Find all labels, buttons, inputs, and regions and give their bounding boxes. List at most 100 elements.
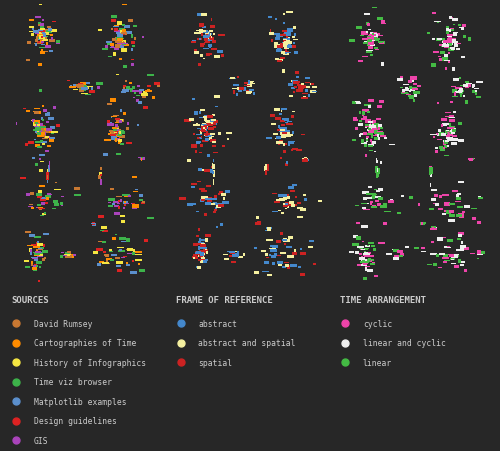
Bar <box>282 35 286 37</box>
Bar <box>142 97 146 99</box>
Bar <box>270 245 274 248</box>
Bar <box>312 92 316 93</box>
Bar <box>50 35 52 37</box>
Bar <box>271 124 276 125</box>
Bar <box>129 83 132 84</box>
Bar <box>44 257 46 259</box>
Bar <box>38 112 41 115</box>
Bar <box>294 52 298 55</box>
Text: Cartographies of Time: Cartographies of Time <box>34 338 136 347</box>
Bar <box>378 189 382 192</box>
Bar <box>364 110 369 111</box>
Bar <box>284 134 288 136</box>
Bar <box>198 247 201 250</box>
Bar <box>120 39 122 41</box>
Bar <box>98 30 102 32</box>
Bar <box>36 249 43 251</box>
Bar <box>41 37 43 39</box>
Bar <box>114 31 120 33</box>
Bar <box>378 36 383 37</box>
Bar <box>117 36 122 37</box>
Bar <box>455 201 460 202</box>
Bar <box>38 30 43 32</box>
Bar <box>448 254 454 257</box>
Bar <box>448 132 450 133</box>
Bar <box>463 85 468 87</box>
Bar <box>110 132 116 135</box>
Bar <box>448 40 452 41</box>
Bar <box>318 200 322 202</box>
Bar <box>274 201 279 203</box>
Bar <box>212 164 214 169</box>
Bar <box>30 235 35 237</box>
Bar <box>371 39 374 41</box>
Bar <box>106 259 112 261</box>
Bar <box>286 39 290 41</box>
Bar <box>377 18 384 21</box>
Bar <box>354 127 358 131</box>
Bar <box>222 202 229 205</box>
Bar <box>292 81 298 84</box>
Bar <box>448 124 451 127</box>
Bar <box>375 167 378 173</box>
Bar <box>438 57 440 58</box>
Bar <box>366 24 370 27</box>
Bar <box>374 152 376 153</box>
Bar <box>374 133 379 134</box>
Bar <box>448 53 450 55</box>
Bar <box>356 27 362 30</box>
Bar <box>196 14 201 17</box>
Bar <box>281 130 286 133</box>
Bar <box>200 129 204 133</box>
Bar <box>284 206 288 207</box>
Bar <box>276 199 282 202</box>
Bar <box>380 162 382 164</box>
Bar <box>454 42 458 43</box>
Bar <box>216 205 220 209</box>
Bar <box>442 194 449 197</box>
Bar <box>363 34 368 36</box>
Bar <box>447 246 450 248</box>
Bar <box>360 261 366 263</box>
Bar <box>386 254 392 256</box>
Bar <box>38 244 44 247</box>
Bar <box>292 37 294 39</box>
Bar <box>102 49 108 51</box>
Bar <box>119 133 120 135</box>
Bar <box>448 30 452 33</box>
Bar <box>82 86 86 87</box>
Bar <box>364 249 368 251</box>
Bar <box>448 135 454 137</box>
Bar <box>132 260 134 262</box>
Bar <box>38 191 42 194</box>
Bar <box>376 172 378 179</box>
Bar <box>96 249 102 252</box>
Bar <box>40 154 46 157</box>
Bar <box>352 244 358 246</box>
Bar <box>118 38 123 39</box>
Bar <box>50 38 53 41</box>
Bar <box>41 51 43 53</box>
Bar <box>44 136 46 138</box>
Bar <box>440 253 445 255</box>
Bar <box>369 260 372 262</box>
Bar <box>430 172 432 178</box>
Bar <box>290 191 294 193</box>
Bar <box>38 24 44 27</box>
Bar <box>454 44 458 48</box>
Bar <box>287 46 293 49</box>
Bar <box>438 238 444 241</box>
Bar <box>417 86 421 88</box>
Bar <box>365 249 369 250</box>
Bar <box>374 124 379 128</box>
Bar <box>39 208 42 211</box>
Bar <box>192 256 196 258</box>
Bar <box>268 227 271 231</box>
Bar <box>451 143 457 145</box>
Bar <box>452 257 458 258</box>
Bar <box>371 196 375 199</box>
Bar <box>193 203 196 206</box>
Bar <box>373 136 375 137</box>
Bar <box>446 42 450 45</box>
Bar <box>102 252 106 253</box>
